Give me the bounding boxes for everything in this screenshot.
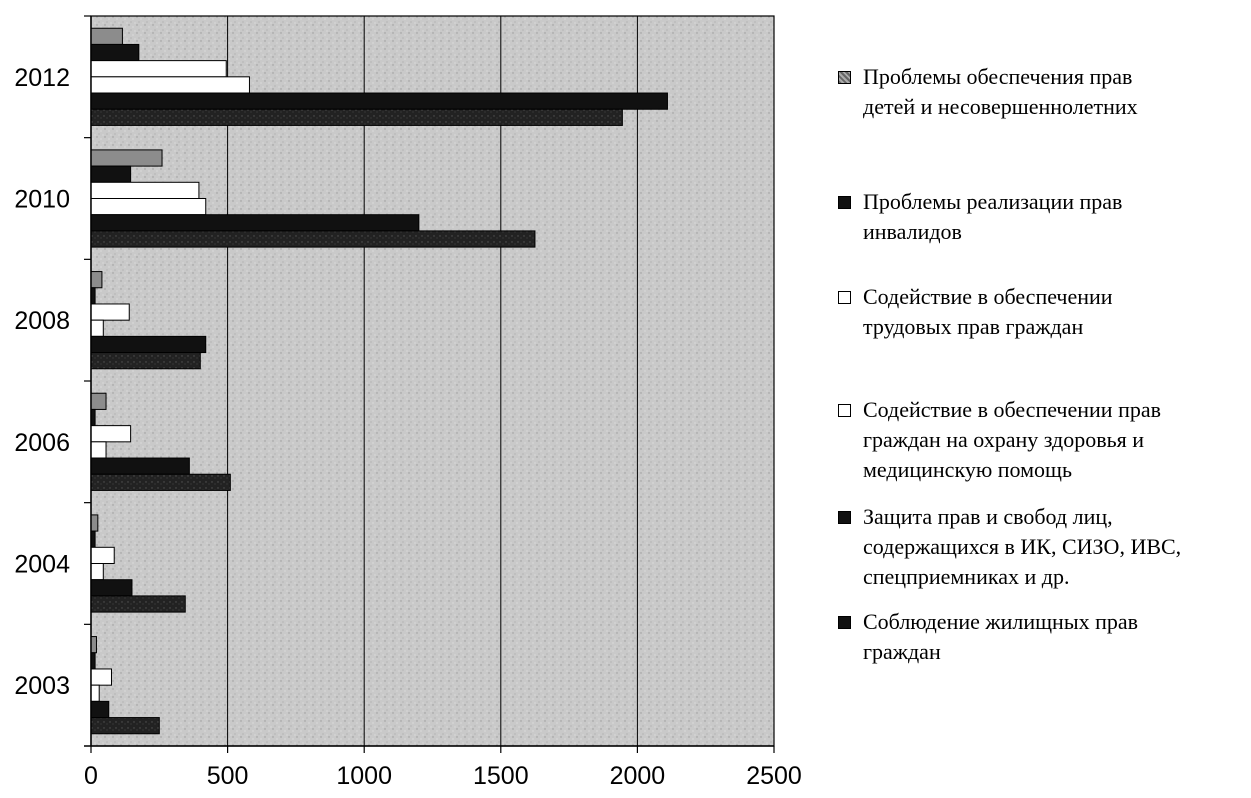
legend-swatch bbox=[838, 291, 851, 304]
x-tick-label: 0 bbox=[84, 762, 98, 790]
bar-2012-series-2 bbox=[90, 43, 140, 62]
bar-2010-series-2 bbox=[90, 165, 132, 183]
x-tick-label: 2000 bbox=[610, 762, 666, 790]
bar-2006-series-3 bbox=[90, 425, 132, 443]
legend-label-line: Защита прав и свобод лиц, bbox=[863, 504, 1113, 529]
y-tick-label: 2012 bbox=[14, 64, 70, 92]
bar-2004-series-1 bbox=[90, 514, 99, 532]
legend-swatch bbox=[838, 196, 851, 209]
legend-label-line: спецприемниках и др. bbox=[863, 564, 1070, 589]
bar-2003-series-4 bbox=[90, 684, 100, 702]
legend-swatch bbox=[838, 511, 851, 524]
grid-lines bbox=[227, 16, 638, 746]
bar-2004-series-6 bbox=[90, 595, 186, 613]
bar-2012-series-1 bbox=[90, 27, 123, 45]
legend-label-line: детей и несовершеннолетних bbox=[863, 94, 1138, 119]
legend-label: Соблюдение жилищных прав граждан bbox=[863, 607, 1243, 667]
axis-labels: 0 500 1000 1500 2000 2500 2003 2004 2006 2008 2010… bbox=[14, 64, 801, 790]
bar-2006-series-4 bbox=[90, 441, 107, 459]
bar-2010-series-5 bbox=[90, 214, 420, 232]
y-tick-label: 2008 bbox=[14, 307, 70, 335]
x-tick-label: 1500 bbox=[473, 762, 529, 790]
bar-2012-series-6 bbox=[90, 108, 623, 126]
bar-2004-series-4 bbox=[90, 563, 104, 581]
axes bbox=[84, 15, 775, 753]
bar-2008-series-5 bbox=[90, 335, 207, 354]
bar-2003-series-3 bbox=[90, 668, 112, 686]
bar-2003-series-6 bbox=[90, 717, 160, 735]
legend-label-line: Содействие в обеспечении прав bbox=[863, 397, 1162, 422]
bar-2006-series-5 bbox=[90, 457, 190, 475]
x-tick-label: 500 bbox=[207, 762, 249, 790]
bar-2012-series-5 bbox=[90, 92, 668, 110]
legend-label-line: Содействие в обеспечении bbox=[863, 284, 1113, 309]
bar-2004-series-5 bbox=[90, 579, 133, 597]
y-tick-label: 2004 bbox=[14, 551, 70, 579]
legend-item: Защита прав и свобод лиц, содержащихся в … bbox=[838, 502, 1243, 592]
legend-label: Содействие в обеспечении трудовых прав гр… bbox=[863, 282, 1243, 342]
bar-2012-series-3 bbox=[90, 60, 227, 78]
legend-label: Содействие в обеспечении прав граждан на … bbox=[863, 395, 1243, 485]
bar-2008-series-3 bbox=[90, 303, 130, 321]
bar-2003-series-5 bbox=[90, 700, 110, 719]
x-tick-label: 2500 bbox=[746, 762, 802, 790]
y-tick-label: 2006 bbox=[14, 429, 70, 457]
bar-2008-series-4 bbox=[90, 319, 104, 337]
legend-label-line: граждан на охрану здоровья и bbox=[863, 427, 1145, 452]
legend-swatch bbox=[838, 404, 851, 417]
legend-item: Соблюдение жилищных прав граждан bbox=[838, 607, 1243, 667]
legend-swatch bbox=[838, 71, 851, 84]
bar-2010-series-6 bbox=[90, 230, 536, 248]
legend-item: Проблемы реализации прав инвалидов bbox=[838, 187, 1243, 247]
legend-item: Проблемы обеспечения прав детей и несовер… bbox=[838, 62, 1243, 122]
legend-label: Проблемы обеспечения прав детей и несовер… bbox=[863, 62, 1243, 122]
legend-label-line: Соблюдение жилищных прав bbox=[863, 609, 1139, 634]
bar-2012-series-4 bbox=[90, 76, 250, 94]
bar-2008-series-1 bbox=[90, 271, 103, 289]
legend-label-line: граждан bbox=[863, 639, 941, 664]
legend-item: Содействие в обеспечении трудовых прав гр… bbox=[838, 282, 1243, 342]
bar-2003-series-1 bbox=[90, 636, 97, 654]
x-tick-label: 1000 bbox=[336, 762, 392, 790]
legend-item: Содействие в обеспечении прав граждан на … bbox=[838, 395, 1243, 485]
legend-label-line: медицинскую помощь bbox=[863, 457, 1073, 482]
bar-2010-series-4 bbox=[90, 198, 207, 216]
legend-label-line: инвалидов bbox=[863, 219, 962, 244]
y-tick-label: 2003 bbox=[14, 672, 70, 700]
bar-2006-series-6 bbox=[90, 473, 231, 491]
bar-2006-series-1 bbox=[90, 392, 107, 410]
legend-swatch bbox=[838, 616, 851, 629]
bar-2004-series-3 bbox=[90, 546, 115, 564]
bar-2008-series-6 bbox=[90, 352, 201, 370]
bar-2010-series-3 bbox=[90, 181, 200, 200]
legend-label-line: содержащихся в ИК, СИЗО, ИВС, bbox=[863, 534, 1182, 559]
legend-label: Защита прав и свобод лиц, содержащихся в … bbox=[863, 502, 1243, 592]
bar-2010-series-1 bbox=[90, 149, 163, 167]
y-tick-label: 2010 bbox=[14, 186, 70, 214]
legend-label-line: Проблемы реализации прав bbox=[863, 189, 1123, 214]
legend-label-line: Проблемы обеспечения прав bbox=[863, 64, 1133, 89]
legend-label: Проблемы реализации прав инвалидов bbox=[863, 187, 1243, 247]
plot-area bbox=[90, 15, 775, 747]
legend-label-line: трудовых прав граждан bbox=[863, 314, 1084, 339]
